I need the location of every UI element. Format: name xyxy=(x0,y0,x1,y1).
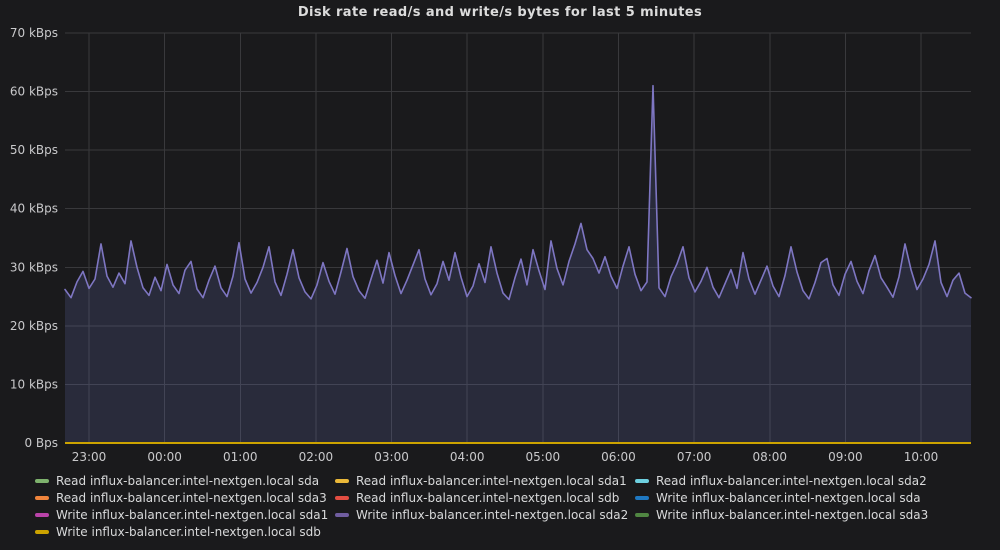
y-axis-tick-label: 40 kBps xyxy=(10,202,58,216)
legend-item[interactable]: Write influx-balancer.intel-nextgen.loca… xyxy=(35,507,328,523)
legend-item[interactable]: Read influx-balancer.intel-nextgen.local… xyxy=(635,473,927,489)
y-axis-tick-label: 20 kBps xyxy=(10,319,58,333)
chart-plot[interactable]: 0 Bps 10 kBps 20 kBps 30 kBps 40 kBps 50 kBps… xyxy=(0,0,1000,470)
legend-series-label[interactable]: Read influx-balancer.intel-nextgen.local… xyxy=(356,491,620,505)
x-axis-tick-label: 05:00 xyxy=(526,450,561,464)
legend-item[interactable]: Read influx-balancer.intel-nextgen.local… xyxy=(335,490,619,506)
chart-legend: Read influx-balancer.intel-nextgen.local… xyxy=(0,473,1000,545)
y-axis-tick-label: 30 kBps xyxy=(10,260,58,274)
legend-series-color-dash-icon xyxy=(35,496,49,500)
x-axis-tick-label: 08:00 xyxy=(752,450,787,464)
y-axis-tick-label: 10 kBps xyxy=(10,377,58,391)
legend-item[interactable]: Write influx-balancer.intel-nextgen.loca… xyxy=(335,507,628,523)
legend-series-label[interactable]: Read influx-balancer.intel-nextgen.local… xyxy=(656,474,927,488)
series-line-write-sda2 xyxy=(64,84,972,301)
y-axis-tick-label: 70 kBps xyxy=(10,26,58,40)
x-axis-tick-label: 00:00 xyxy=(147,450,182,464)
legend-series-color-dash-icon xyxy=(35,530,49,534)
legend-series-label[interactable]: Read influx-balancer.intel-nextgen.local… xyxy=(56,474,320,488)
legend-series-color-dash-icon xyxy=(635,479,649,483)
y-axis-tick-label: 50 kBps xyxy=(10,143,58,157)
legend-series-label[interactable]: Write influx-balancer.intel-nextgen.loca… xyxy=(656,491,921,505)
legend-item[interactable]: Write influx-balancer.intel-nextgen.loca… xyxy=(635,490,921,506)
legend-item[interactable]: Write influx-balancer.intel-nextgen.loca… xyxy=(35,524,321,540)
legend-series-label[interactable]: Write influx-balancer.intel-nextgen.loca… xyxy=(56,508,329,522)
series-fill-write-sda2 xyxy=(65,85,971,443)
legend-item[interactable]: Read influx-balancer.intel-nextgen.local… xyxy=(35,490,327,506)
panel-title: Disk rate read/s and write/s bytes for l… xyxy=(297,5,703,20)
legend-item[interactable]: Read influx-balancer.intel-nextgen.local… xyxy=(35,473,319,489)
legend-series-label[interactable]: Read influx-balancer.intel-nextgen.local… xyxy=(356,474,627,488)
y-axis-tick-label: 0 Bps xyxy=(24,436,58,450)
x-axis-tick-label: 04:00 xyxy=(450,450,485,464)
legend-series-color-dash-icon xyxy=(635,496,649,500)
legend-series-label[interactable]: Write influx-balancer.intel-nextgen.loca… xyxy=(56,525,321,539)
legend-series-color-dash-icon xyxy=(35,479,49,483)
y-axis-tick-label: 60 kBps xyxy=(10,85,58,99)
x-axis-tick-label: 03:00 xyxy=(374,450,409,464)
x-axis-tick-label: 02:00 xyxy=(299,450,334,464)
x-axis-tick-label: 10:00 xyxy=(904,450,939,464)
legend-item[interactable]: Write influx-balancer.intel-nextgen.loca… xyxy=(635,507,928,523)
legend-series-label[interactable]: Write influx-balancer.intel-nextgen.loca… xyxy=(656,508,929,522)
legend-series-color-dash-icon xyxy=(335,479,349,483)
legend-item[interactable]: Read influx-balancer.intel-nextgen.local… xyxy=(335,473,627,489)
x-axis-tick-label: 09:00 xyxy=(828,450,863,464)
x-axis-tick-label: 07:00 xyxy=(677,450,712,464)
legend-series-color-dash-icon xyxy=(635,513,649,517)
legend-series-color-dash-icon xyxy=(335,496,349,500)
legend-series-label[interactable]: Write influx-balancer.intel-nextgen.loca… xyxy=(356,508,629,522)
legend-series-label[interactable]: Read influx-balancer.intel-nextgen.local… xyxy=(56,491,327,505)
x-axis-tick-label: 01:00 xyxy=(223,450,258,464)
legend-series-color-dash-icon xyxy=(335,513,349,517)
legend-series-color-dash-icon xyxy=(35,513,49,517)
x-axis-tick-label: 23:00 xyxy=(72,450,107,464)
x-axis-tick-label: 06:00 xyxy=(601,450,636,464)
